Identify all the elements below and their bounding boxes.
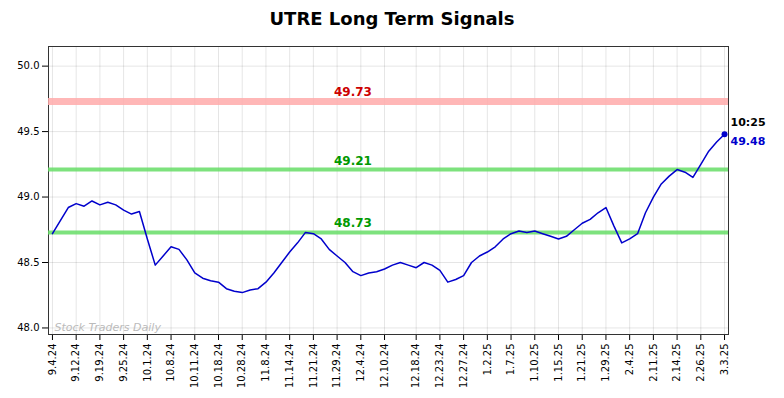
svg-text:10.1.24: 10.1.24 [142,344,153,382]
svg-text:3.3.25: 3.3.25 [719,344,730,376]
svg-text:11.21.24: 11.21.24 [308,344,319,389]
svg-text:10:25: 10:25 [731,116,766,129]
svg-text:9.4.24: 9.4.24 [47,344,58,376]
svg-text:11.29.24: 11.29.24 [331,344,342,389]
svg-text:49.21: 49.21 [334,154,372,168]
svg-text:12.23.24: 12.23.24 [434,344,445,389]
svg-text:50.0: 50.0 [17,60,39,71]
svg-text:1.15.25: 1.15.25 [553,344,564,382]
svg-text:2.14.25: 2.14.25 [671,344,682,382]
svg-text:1.10.25: 1.10.25 [529,344,540,382]
svg-text:49.73: 49.73 [334,85,372,99]
svg-text:Stock Traders Daily: Stock Traders Daily [55,321,162,334]
svg-text:10.18.24: 10.18.24 [213,344,224,389]
svg-text:2.4.25: 2.4.25 [624,344,635,376]
svg-text:49.5: 49.5 [17,126,39,137]
svg-text:9.12.24: 9.12.24 [70,344,81,382]
svg-text:12.27.24: 12.27.24 [458,344,469,389]
svg-text:1.2.25: 1.2.25 [482,344,493,376]
svg-text:49.0: 49.0 [17,191,39,202]
svg-text:10.28.24: 10.28.24 [236,344,247,389]
svg-text:48.5: 48.5 [17,257,39,268]
svg-text:48.0: 48.0 [17,322,39,333]
svg-text:11.14.24: 11.14.24 [284,344,295,389]
html-text:UTRE Long Term Signals: UTRE Long Term Signals [269,8,515,29]
svg-text:48.73: 48.73 [334,216,372,230]
svg-text:12.10.24: 12.10.24 [379,344,390,389]
svg-text:12.18.24: 12.18.24 [410,344,421,389]
svg-text:10.11.24: 10.11.24 [189,344,200,389]
svg-text:1.29.25: 1.29.25 [600,344,611,382]
svg-text:2.11.25: 2.11.25 [648,344,659,382]
svg-text:11.8.24: 11.8.24 [260,344,271,382]
svg-text:1.21.25: 1.21.25 [576,344,587,382]
svg-text:49.48: 49.48 [731,135,766,148]
svg-text:9.19.24: 9.19.24 [94,344,105,382]
svg-text:1.7.25: 1.7.25 [505,344,516,376]
svg-text:10.8.24: 10.8.24 [165,344,176,382]
svg-text:12.4.24: 12.4.24 [355,344,366,382]
svg-text:9.25.24: 9.25.24 [118,344,129,382]
svg-text:2.26.25: 2.26.25 [695,344,706,382]
